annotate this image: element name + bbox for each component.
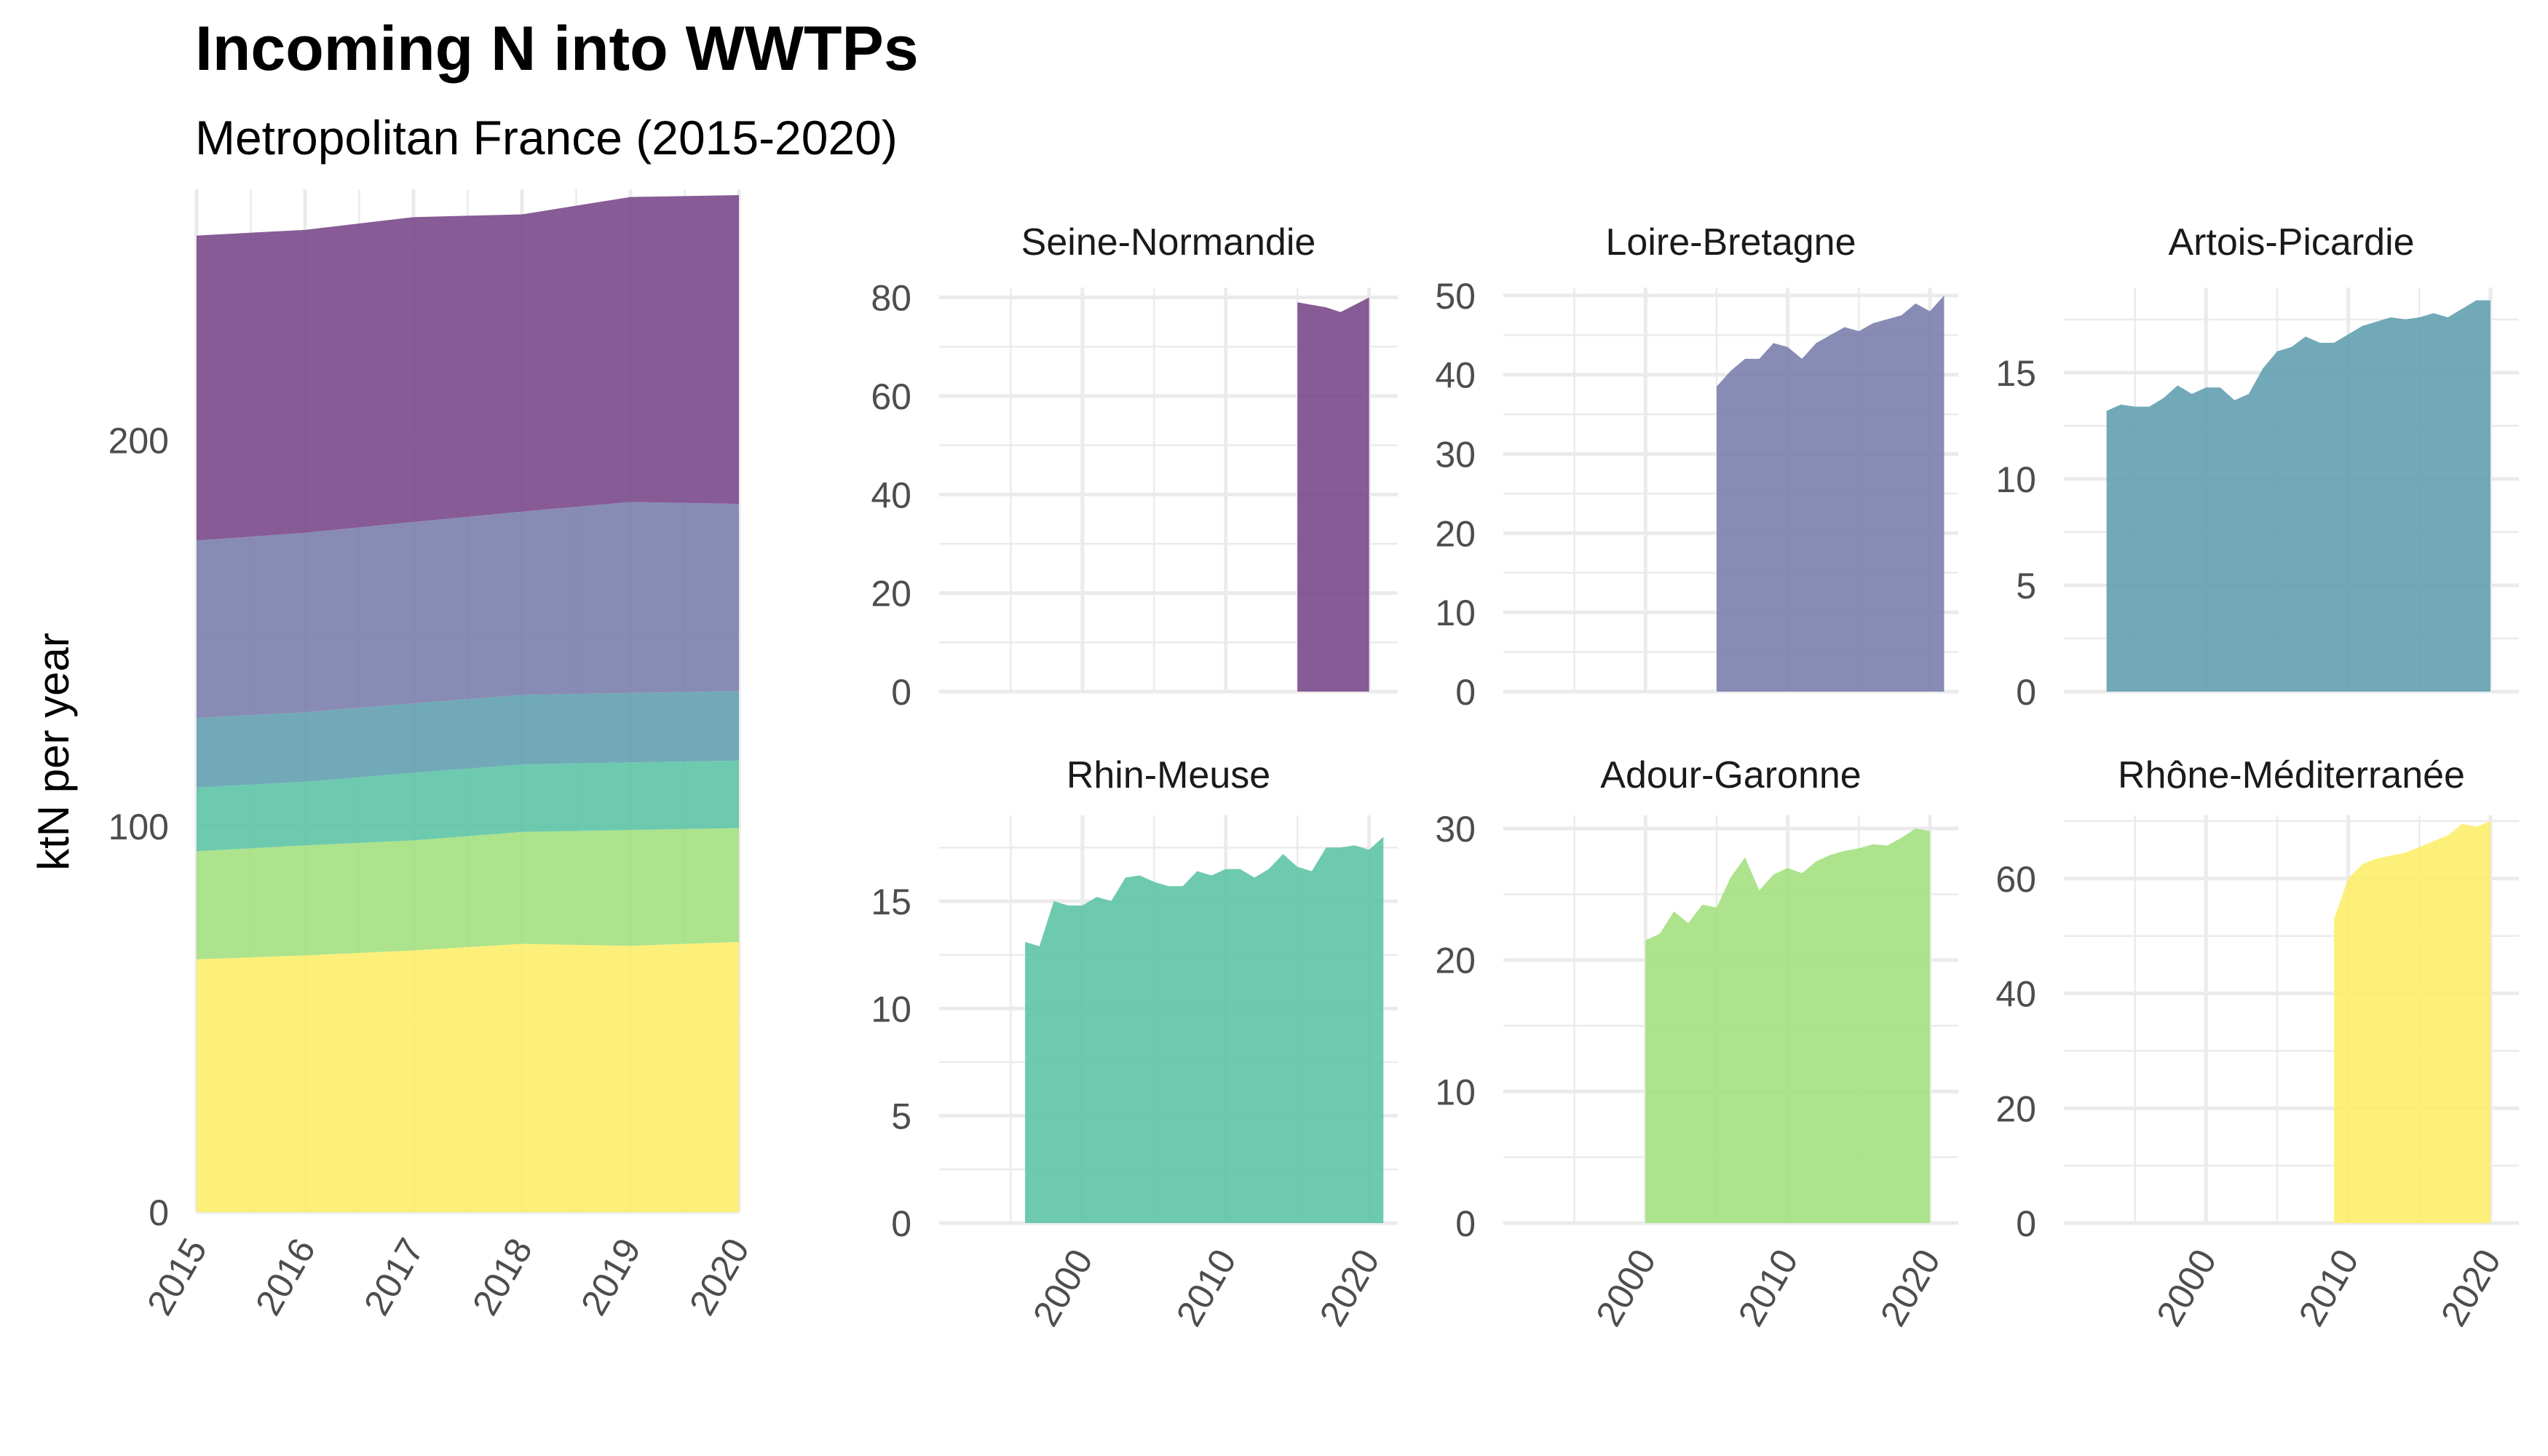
facet-rhone-mediterranee: Rhône-Méditerranée 0 20 40 60 2000 2010 2020 (1995, 754, 2519, 1333)
y-tick-label: 5 (2016, 566, 2036, 606)
x-tick-label: 2020 (1312, 1243, 1388, 1333)
x-tick-label: 2016 (248, 1232, 323, 1322)
y-tick-label: 0 (891, 672, 911, 713)
facet-seine-normandie: Seine-Normandie 0 20 40 60 80 (871, 221, 1398, 713)
y-tick-label: 0 (1455, 672, 1476, 713)
x-tick-label: 2000 (1025, 1243, 1101, 1333)
chart-subtitle: Metropolitan France (2015-2020) (195, 111, 898, 165)
x-tick-label: 2020 (2433, 1243, 2509, 1333)
y-tick-label: 200 (108, 421, 169, 462)
y-tick-label: 10 (1435, 1072, 1476, 1112)
y-tick-label: 20 (871, 574, 911, 614)
y-tick-label: 5 (891, 1096, 911, 1137)
y-tick-label: 10 (1435, 593, 1476, 633)
y-tick-label: 40 (1995, 974, 2036, 1015)
y-tick-label: 50 (1435, 276, 1476, 317)
area-rhin-meuse (1025, 836, 1384, 1223)
y-tick-label: 40 (1435, 355, 1476, 396)
x-tick-label: 2010 (2291, 1243, 2367, 1333)
area-rhone-mediterranee (197, 941, 739, 1212)
x-tick-label: 2000 (1588, 1243, 1663, 1333)
x-tick-label: 2018 (464, 1232, 540, 1322)
facet-title: Rhin-Meuse (1067, 754, 1270, 796)
y-tick-label: 30 (1435, 809, 1476, 850)
x-tick-label: 2010 (1168, 1243, 1244, 1333)
x-tick-label: 2017 (356, 1232, 432, 1322)
facet-rhin-meuse: Rhin-Meuse 0 5 10 15 2000 2010 2020 (871, 754, 1398, 1333)
y-axis-label: ktN per year (29, 633, 78, 871)
facet-loire-bretagne: Loire-Bretagne 0 10 20 30 40 50 (1435, 221, 1958, 713)
area-adour-garonne (1645, 828, 1930, 1223)
facet-title: Loire-Bretagne (1606, 221, 1856, 264)
area-artois-picardie (2106, 300, 2490, 692)
y-tick-label: 80 (871, 278, 911, 319)
y-tick-label: 15 (871, 882, 911, 922)
area-adour-garonne (197, 828, 739, 960)
y-tick-label: 10 (1995, 459, 2036, 500)
y-tick-label: 0 (149, 1192, 169, 1233)
y-tick-label: 0 (891, 1203, 911, 1244)
x-tick-label: 2000 (2148, 1243, 2224, 1333)
x-tick-label: 2015 (139, 1232, 215, 1322)
chart-title: Incoming N into WWTPs (195, 14, 919, 84)
y-tick-label: 15 (1995, 353, 2036, 394)
y-tick-label: 40 (871, 475, 911, 515)
area-loire-bretagne (197, 502, 739, 719)
y-tick-label: 0 (2016, 1203, 2036, 1244)
y-tick-label: 20 (1435, 941, 1476, 981)
facet-title: Rhône-Méditerranée (2118, 754, 2465, 796)
y-tick-label: 30 (1435, 435, 1476, 475)
y-tick-label: 100 (108, 807, 169, 847)
x-tick-label: 2020 (1872, 1243, 1948, 1333)
facet-title: Adour-Garonne (1600, 754, 1861, 796)
y-tick-label: 0 (2016, 672, 2036, 713)
area-loire-bretagne (1717, 295, 1944, 692)
y-tick-label: 60 (1995, 859, 2036, 900)
y-tick-label: 20 (1435, 513, 1476, 554)
facet-title: Seine-Normandie (1021, 221, 1316, 264)
y-tick-label: 60 (871, 376, 911, 417)
area-rhin-meuse (197, 760, 739, 852)
area-seine-normandie (1297, 297, 1369, 692)
x-tick-label: 2020 (681, 1232, 757, 1322)
facet-artois-picardie: Artois-Picardie 0 5 10 15 (1995, 221, 2519, 713)
facet-title: Artois-Picardie (2168, 221, 2414, 264)
area-artois-picardie (197, 691, 739, 788)
facet-grid: Seine-Normandie 0 20 40 60 80 Loire-Bretagne 0 1… (871, 221, 2519, 1333)
stacked-area-panel: 0 100 200 2015 2016 2017 2018 2019 2020 ktN per y… (29, 189, 757, 1322)
y-tick-label: 20 (1995, 1088, 2036, 1129)
facet-adour-garonne: Adour-Garonne 0 10 20 30 2000 2010 2020 (1435, 754, 1958, 1333)
y-tick-label: 0 (1455, 1203, 1476, 1244)
area-seine-normandie (197, 195, 739, 541)
area-rhone-mediterranee (2334, 820, 2490, 1223)
y-tick-label: 10 (871, 989, 911, 1029)
x-tick-label: 2019 (573, 1232, 649, 1322)
x-tick-label: 2010 (1730, 1243, 1806, 1333)
